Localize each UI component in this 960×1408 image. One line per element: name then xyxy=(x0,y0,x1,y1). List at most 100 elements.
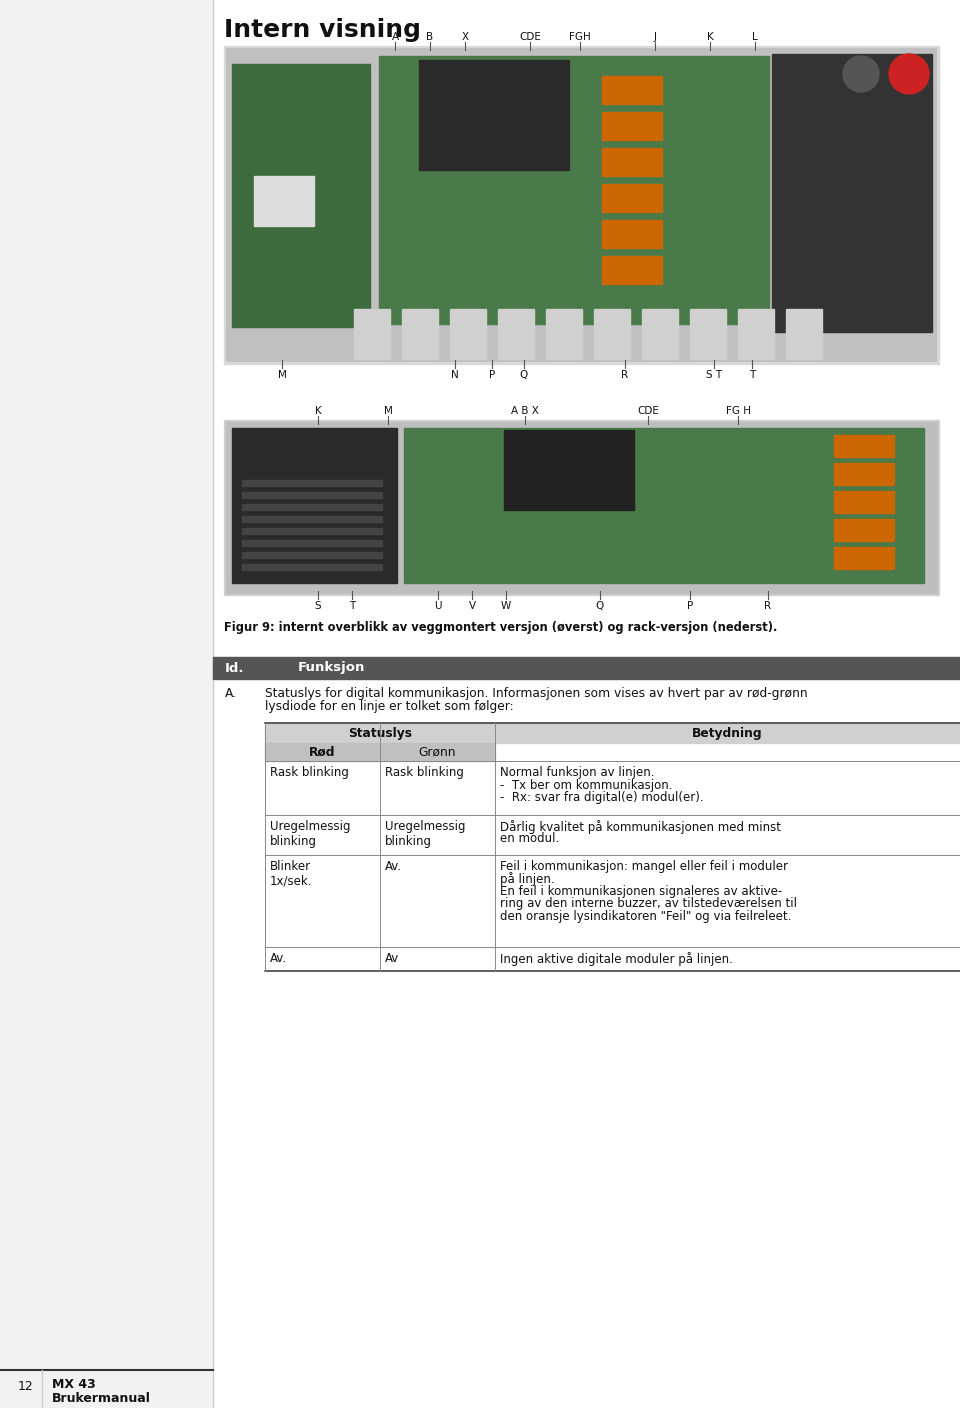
Bar xyxy=(242,480,382,486)
Text: Dårlig kvalitet på kommunikasjonen med minst: Dårlig kvalitet på kommunikasjonen med m… xyxy=(500,819,781,834)
Bar xyxy=(404,428,924,583)
Bar xyxy=(602,76,662,104)
Text: B: B xyxy=(426,32,434,42)
Bar xyxy=(402,308,438,359)
Bar xyxy=(834,491,894,513)
Circle shape xyxy=(843,56,879,92)
Text: Statuslys for digital kommunikasjon. Informasjonen som vises av hvert par av rød: Statuslys for digital kommunikasjon. Inf… xyxy=(265,687,807,700)
Circle shape xyxy=(889,54,929,94)
Bar xyxy=(498,308,534,359)
Bar xyxy=(232,63,370,327)
Bar xyxy=(495,722,960,743)
Text: Q: Q xyxy=(596,601,604,611)
Bar xyxy=(834,520,894,541)
Text: M: M xyxy=(384,406,393,415)
Bar xyxy=(772,54,932,332)
Bar xyxy=(602,184,662,213)
Bar xyxy=(594,308,630,359)
Text: -  Rx: svar fra digital(e) modul(er).: - Rx: svar fra digital(e) modul(er). xyxy=(500,791,704,804)
Text: Brukermanual: Brukermanual xyxy=(52,1393,151,1405)
Text: Ingen aktive digitale moduler på linjen.: Ingen aktive digitale moduler på linjen. xyxy=(500,952,732,966)
Text: Intern visning: Intern visning xyxy=(224,18,421,42)
Bar xyxy=(354,308,390,359)
Text: en modul.: en modul. xyxy=(500,832,560,845)
Bar xyxy=(242,491,382,498)
Text: ring av den interne buzzer, av tilstedeværelsen til: ring av den interne buzzer, av tilstedev… xyxy=(500,897,797,911)
Text: R: R xyxy=(764,601,772,611)
Bar xyxy=(504,429,634,510)
Text: A: A xyxy=(392,32,398,42)
Bar xyxy=(226,422,937,593)
Text: N: N xyxy=(451,370,459,380)
Text: K: K xyxy=(707,32,713,42)
Text: Statuslys: Statuslys xyxy=(348,727,412,739)
Text: CDE: CDE xyxy=(637,406,659,415)
Text: 12: 12 xyxy=(18,1380,34,1393)
Bar xyxy=(213,658,960,679)
Bar xyxy=(546,308,582,359)
Text: Av.: Av. xyxy=(270,952,287,964)
Bar xyxy=(602,148,662,176)
Bar xyxy=(834,435,894,458)
Bar xyxy=(738,308,774,359)
Bar xyxy=(834,463,894,484)
Text: Grønn: Grønn xyxy=(419,745,456,759)
Bar xyxy=(419,61,569,170)
Text: J: J xyxy=(654,32,657,42)
Text: Funksjon: Funksjon xyxy=(298,662,366,674)
Bar xyxy=(834,546,894,569)
Text: FGH: FGH xyxy=(569,32,590,42)
Bar xyxy=(265,743,495,760)
Text: lysdiode for en linje er tolket som følger:: lysdiode for en linje er tolket som følg… xyxy=(265,700,514,712)
Text: den oransje lysindikatoren "Feil" og via feilreleet.: den oransje lysindikatoren "Feil" og via… xyxy=(500,910,791,924)
Bar xyxy=(242,552,382,558)
Text: U: U xyxy=(434,601,442,611)
Bar xyxy=(232,428,397,583)
Text: CDE: CDE xyxy=(519,32,540,42)
Bar xyxy=(450,308,486,359)
Text: Uregelmessig
blinking: Uregelmessig blinking xyxy=(270,819,350,848)
Bar xyxy=(602,220,662,248)
Text: L: L xyxy=(752,32,757,42)
Text: P: P xyxy=(489,370,495,380)
Text: X: X xyxy=(462,32,468,42)
Text: P: P xyxy=(686,601,693,611)
Text: Figur 9: internt overblikk av veggmontert versjon (øverst) og rack-versjon (nede: Figur 9: internt overblikk av veggmonter… xyxy=(224,621,778,634)
Bar xyxy=(602,113,662,139)
Text: Blinker
1x/sek.: Blinker 1x/sek. xyxy=(270,860,313,888)
Bar xyxy=(242,528,382,534)
Bar xyxy=(379,56,769,324)
Text: Rask blinking: Rask blinking xyxy=(385,766,464,779)
Text: Av.: Av. xyxy=(385,860,402,873)
Bar xyxy=(690,308,726,359)
Text: W: W xyxy=(501,601,511,611)
Text: på linjen.: på linjen. xyxy=(500,873,555,887)
Text: Rask blinking: Rask blinking xyxy=(270,766,348,779)
Text: Q: Q xyxy=(520,370,528,380)
Text: S: S xyxy=(315,601,322,611)
Text: Normal funksjon av linjen.: Normal funksjon av linjen. xyxy=(500,766,655,779)
Text: Id.: Id. xyxy=(225,662,245,674)
Text: S T: S T xyxy=(706,370,722,380)
Bar xyxy=(602,256,662,284)
Text: T: T xyxy=(749,370,756,380)
Bar xyxy=(786,308,822,359)
Text: -  Tx ber om kommunikasjon.: - Tx ber om kommunikasjon. xyxy=(500,779,673,791)
Bar xyxy=(642,308,678,359)
Text: FG H: FG H xyxy=(726,406,751,415)
Text: R: R xyxy=(621,370,629,380)
Text: T: T xyxy=(348,601,355,611)
Text: M: M xyxy=(277,370,286,380)
Text: K: K xyxy=(315,406,322,415)
Text: MX 43: MX 43 xyxy=(52,1378,96,1391)
Text: Uregelmessig
blinking: Uregelmessig blinking xyxy=(385,819,466,848)
Bar xyxy=(224,420,939,596)
Bar xyxy=(242,515,382,522)
Text: A B X: A B X xyxy=(511,406,539,415)
Bar xyxy=(224,46,939,365)
Bar xyxy=(242,541,382,546)
Text: V: V xyxy=(468,601,475,611)
Bar xyxy=(226,48,937,362)
Bar xyxy=(242,565,382,570)
Text: A.: A. xyxy=(225,687,237,700)
